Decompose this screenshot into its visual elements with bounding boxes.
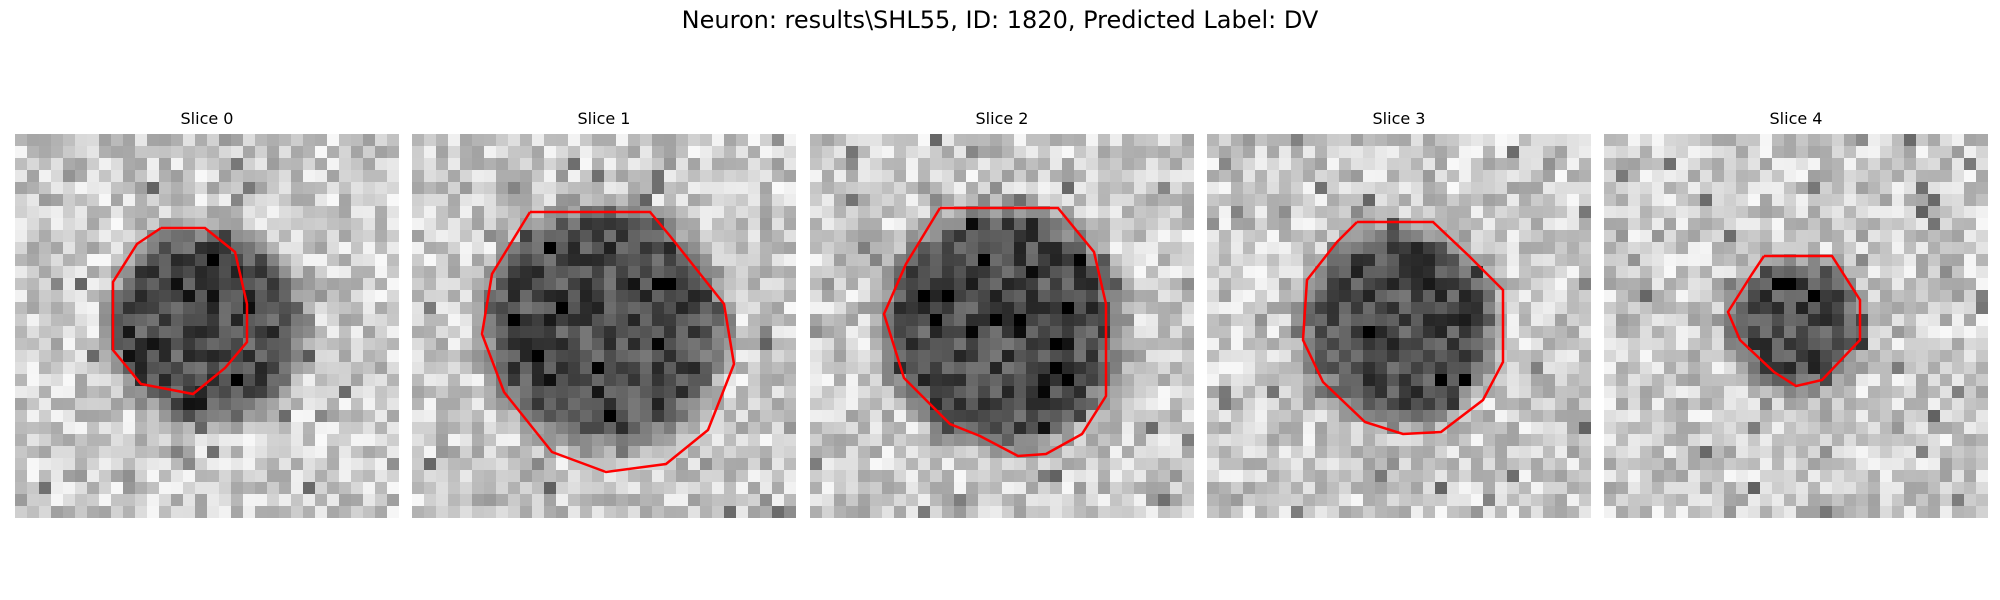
roi-contour xyxy=(1301,220,1505,436)
slice-image xyxy=(810,134,1194,518)
slice-title: Slice 4 xyxy=(1769,109,1823,128)
slice-title: Slice 2 xyxy=(975,109,1029,128)
slice-image xyxy=(1604,134,1988,518)
slice-image xyxy=(15,134,399,518)
slice-image xyxy=(1207,134,1591,518)
slice-panel-0: Slice 0 xyxy=(15,108,399,518)
roi-contour xyxy=(480,210,736,474)
slice-panel-3: Slice 3 xyxy=(1207,108,1591,518)
slice-panel-4: Slice 4 xyxy=(1604,108,1988,518)
figure-title: Neuron: results\SHL55, ID: 1820, Predict… xyxy=(681,6,1319,34)
slice-image xyxy=(412,134,796,518)
slice-panel-1: Slice 1 xyxy=(412,108,796,518)
slice-panel-2: Slice 2 xyxy=(810,108,1194,518)
slice-title: Slice 3 xyxy=(1372,109,1426,128)
slice-title: Slice 0 xyxy=(180,109,234,128)
roi-contour xyxy=(111,226,249,396)
slice-title: Slice 1 xyxy=(577,109,631,128)
roi-contour xyxy=(882,206,1108,458)
roi-contour xyxy=(1726,254,1862,388)
